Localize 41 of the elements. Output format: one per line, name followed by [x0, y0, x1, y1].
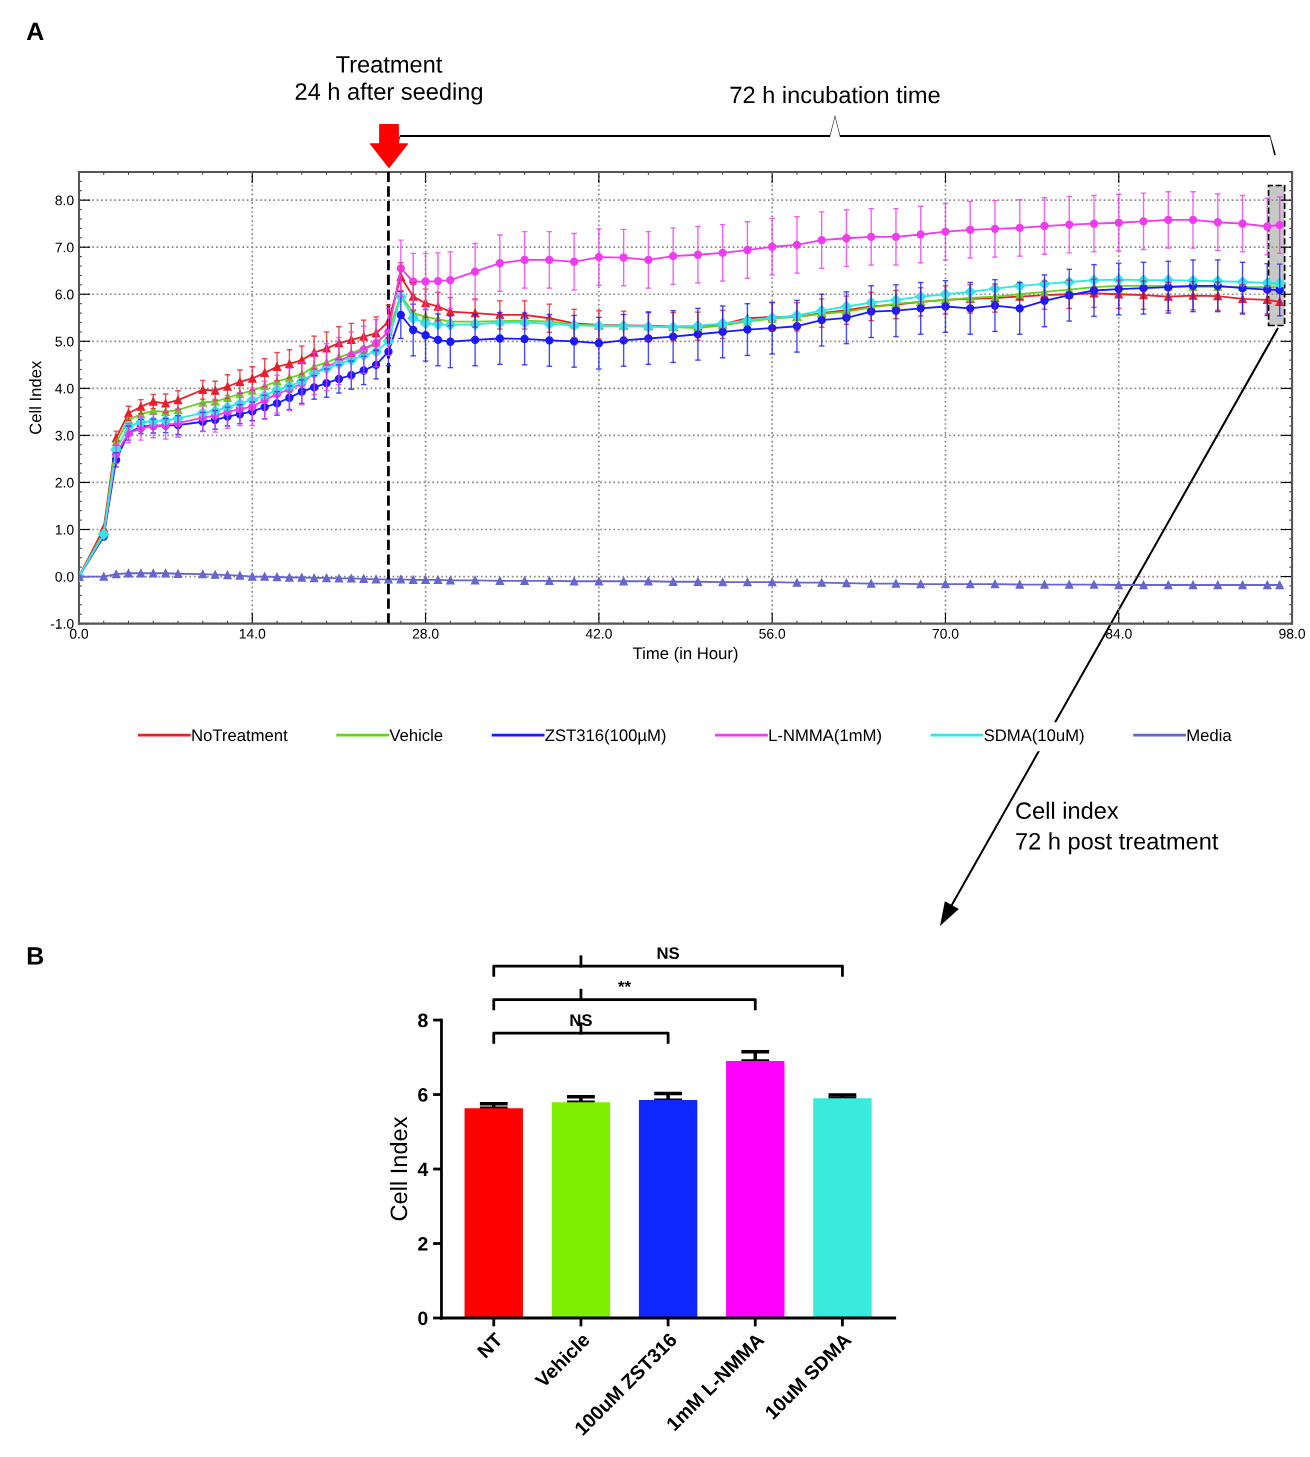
- x-axis-title: Time (in Hour): [632, 646, 738, 663]
- text: 72 h incubation time: [730, 86, 940, 104]
- y-tick-label: 0.0: [55, 571, 74, 582]
- y-tick-label: 6: [418, 1088, 428, 1102]
- text: **: [618, 980, 631, 988]
- legend-label: Vehicle: [389, 728, 443, 742]
- x-tick-label: 42.0: [585, 628, 612, 639]
- text: B: [27, 947, 44, 965]
- x-tick-label: 14.0: [239, 628, 266, 639]
- y-axis-title: Cell Index: [389, 1116, 408, 1221]
- y-tick-label: 1.0: [55, 524, 74, 535]
- y-tick-label: 8.0: [55, 195, 74, 206]
- y-tick-label: 2: [418, 1236, 428, 1251]
- legend-label: L-NMMA(1mM): [769, 728, 881, 745]
- legend-label: NoTreatment: [192, 729, 288, 742]
- y-axis-title: Cell Index: [29, 360, 42, 434]
- y-tick-label: 4: [417, 1162, 429, 1177]
- y-tick-label: -1.0: [50, 618, 74, 629]
- y-tick-label: 6.0: [55, 289, 74, 300]
- text: Cell index 72 h post treatment: [1016, 801, 1219, 855]
- y-tick-label: 4.0: [55, 383, 74, 394]
- x-tick-label: 28.0: [412, 628, 439, 639]
- legend-label: ZST316(100µM): [545, 728, 666, 745]
- y-tick-label: 5.0: [55, 336, 74, 347]
- y-tick-label: 0: [418, 1311, 428, 1326]
- text: Treatment 24 h after seeding: [295, 56, 482, 105]
- text: A: [26, 22, 44, 40]
- x-tick-label: 70.0: [932, 628, 959, 639]
- y-tick-label: 3.0: [55, 430, 74, 441]
- x-tick-label: 0.0: [69, 628, 89, 639]
- legend-label: SDMA(10uM): [984, 728, 1084, 745]
- y-tick-label: 7.0: [55, 242, 74, 253]
- x-tick-label: 98.0: [1279, 628, 1306, 639]
- text: NS: [657, 947, 680, 960]
- legend-label: Media: [1187, 728, 1232, 742]
- x-tick-label: NT: [476, 1331, 504, 1359]
- annotation: NS: [570, 1014, 592, 1027]
- x-tick-label: 56.0: [759, 628, 786, 639]
- x-tick-label: 84.0: [1105, 628, 1132, 639]
- y-tick-label: 8: [418, 1013, 428, 1028]
- y-tick-label: 2.0: [55, 477, 74, 488]
